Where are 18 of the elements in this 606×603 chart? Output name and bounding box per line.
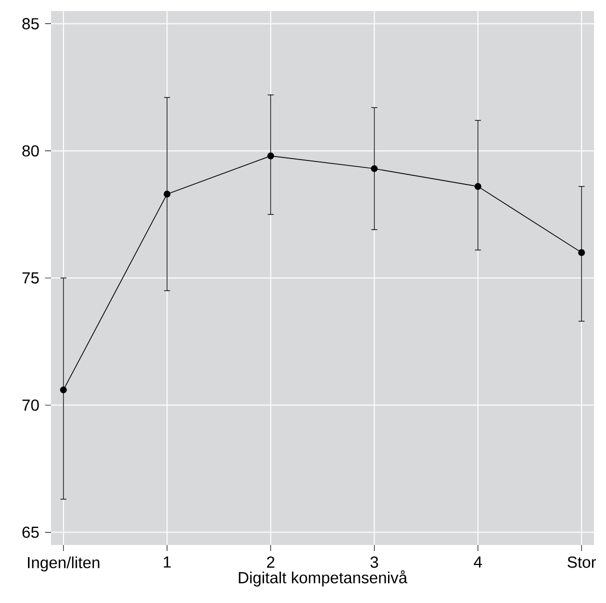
point: [164, 190, 170, 198]
x-axis-title: Digitalt kompetansenivå: [238, 570, 408, 587]
y-tick-label: 65: [22, 526, 39, 538]
y-tick-label: 80: [22, 145, 39, 157]
x-tick-label: 4: [474, 556, 482, 568]
x-tick-label: Ingen/liten: [28, 556, 100, 572]
y-tick-label: 85: [22, 18, 39, 30]
x-tick-label: Stor: [568, 556, 596, 568]
x-tick-label: 2: [267, 556, 274, 568]
point: [370, 165, 378, 172]
x-tick-label: 1: [164, 556, 171, 568]
point: [60, 386, 67, 394]
y-tick-label: 75: [22, 272, 39, 284]
y-tick-label: 70: [22, 399, 39, 411]
point: [474, 183, 482, 190]
point: [578, 249, 585, 256]
point: [267, 152, 274, 160]
x-tick-label: 3: [370, 556, 378, 568]
